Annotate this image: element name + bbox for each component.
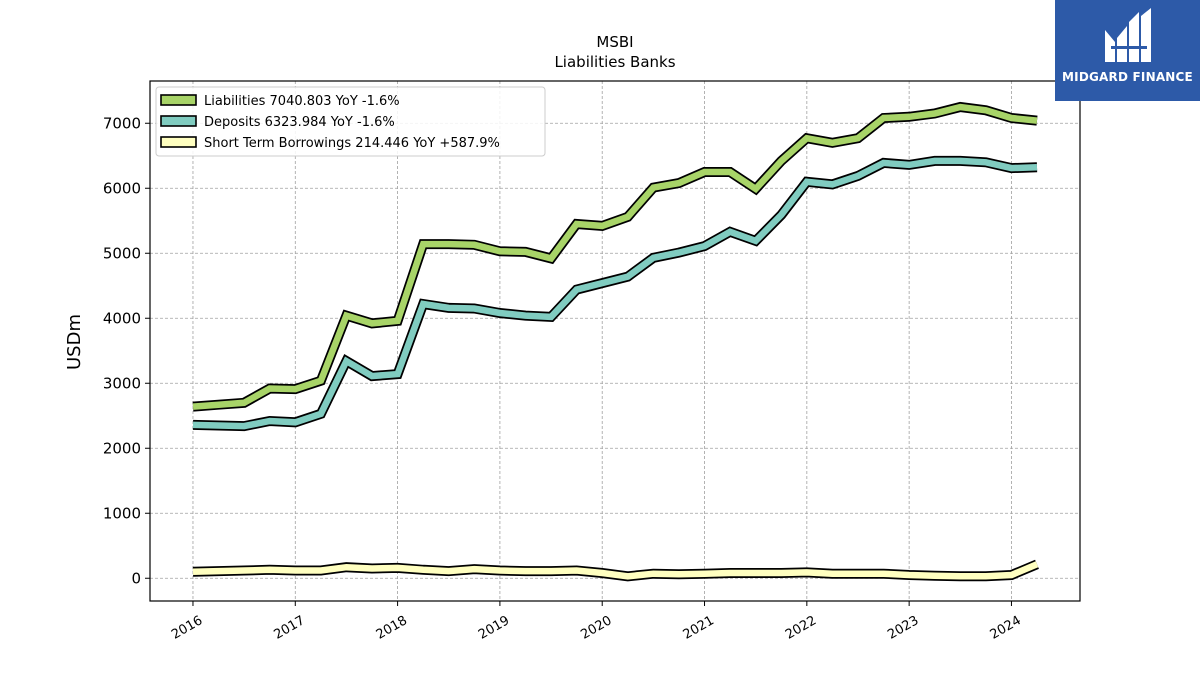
legend-swatch [160, 136, 197, 148]
legend-label: Liabilities 7040.803 YoY -1.6% [204, 94, 400, 109]
legend-swatch [160, 94, 197, 106]
x-tick-label: 2021 [681, 613, 717, 643]
legend-swatch [160, 115, 197, 127]
chart-title: MSBI [596, 33, 633, 51]
axes: 0 1000 2000 3000 4000 5000 6000 7000 2016 2017 201… [103, 114, 1024, 642]
logo-mark-icon [1105, 8, 1151, 62]
x-tick-label: 2022 [783, 613, 819, 643]
series-line [192, 157, 1038, 430]
y-tick-label: 5000 [103, 244, 141, 262]
x-tick-label: 2016 [169, 613, 205, 643]
x-tick-label: 2017 [271, 613, 307, 643]
legend: Liabilities 7040.803 YoY -1.6% Deposits 6… [155, 86, 546, 157]
y-tick-label: 2000 [103, 439, 141, 457]
y-axis-label: USDm [64, 314, 85, 370]
y-tick-label: 3000 [103, 374, 141, 392]
series-line [192, 561, 1039, 580]
series-deposits [192, 155, 1038, 432]
legend-label: Deposits 6323.984 YoY -1.6% [204, 115, 395, 130]
series-short-term-borrowings [192, 559, 1039, 582]
x-tick-label: 2020 [578, 613, 614, 643]
y-tick-label: 4000 [103, 309, 141, 327]
midgard-finance-logo: MIDGARD FINANCE [1055, 0, 1200, 101]
plot-frame [149, 80, 1081, 602]
series-liabilities [192, 101, 1038, 412]
x-tick-label: 2024 [988, 613, 1024, 643]
y-tick-label: 7000 [103, 114, 141, 132]
series-line [192, 103, 1038, 410]
series-layer [192, 101, 1039, 582]
y-tick-label: 0 [131, 569, 141, 587]
legend-box [155, 86, 546, 157]
legend-label: Short Term Borrowings 214.446 YoY +587.9… [204, 136, 500, 151]
y-tick-label: 1000 [103, 504, 141, 522]
x-tick-label: 2018 [374, 613, 410, 643]
y-tick-label: 6000 [103, 179, 141, 197]
chart-subtitle: Liabilities Banks [554, 53, 675, 71]
logo-name: MIDGARD FINANCE [1062, 70, 1193, 84]
x-tick-label: 2023 [885, 613, 921, 643]
x-tick-label: 2019 [476, 613, 512, 643]
